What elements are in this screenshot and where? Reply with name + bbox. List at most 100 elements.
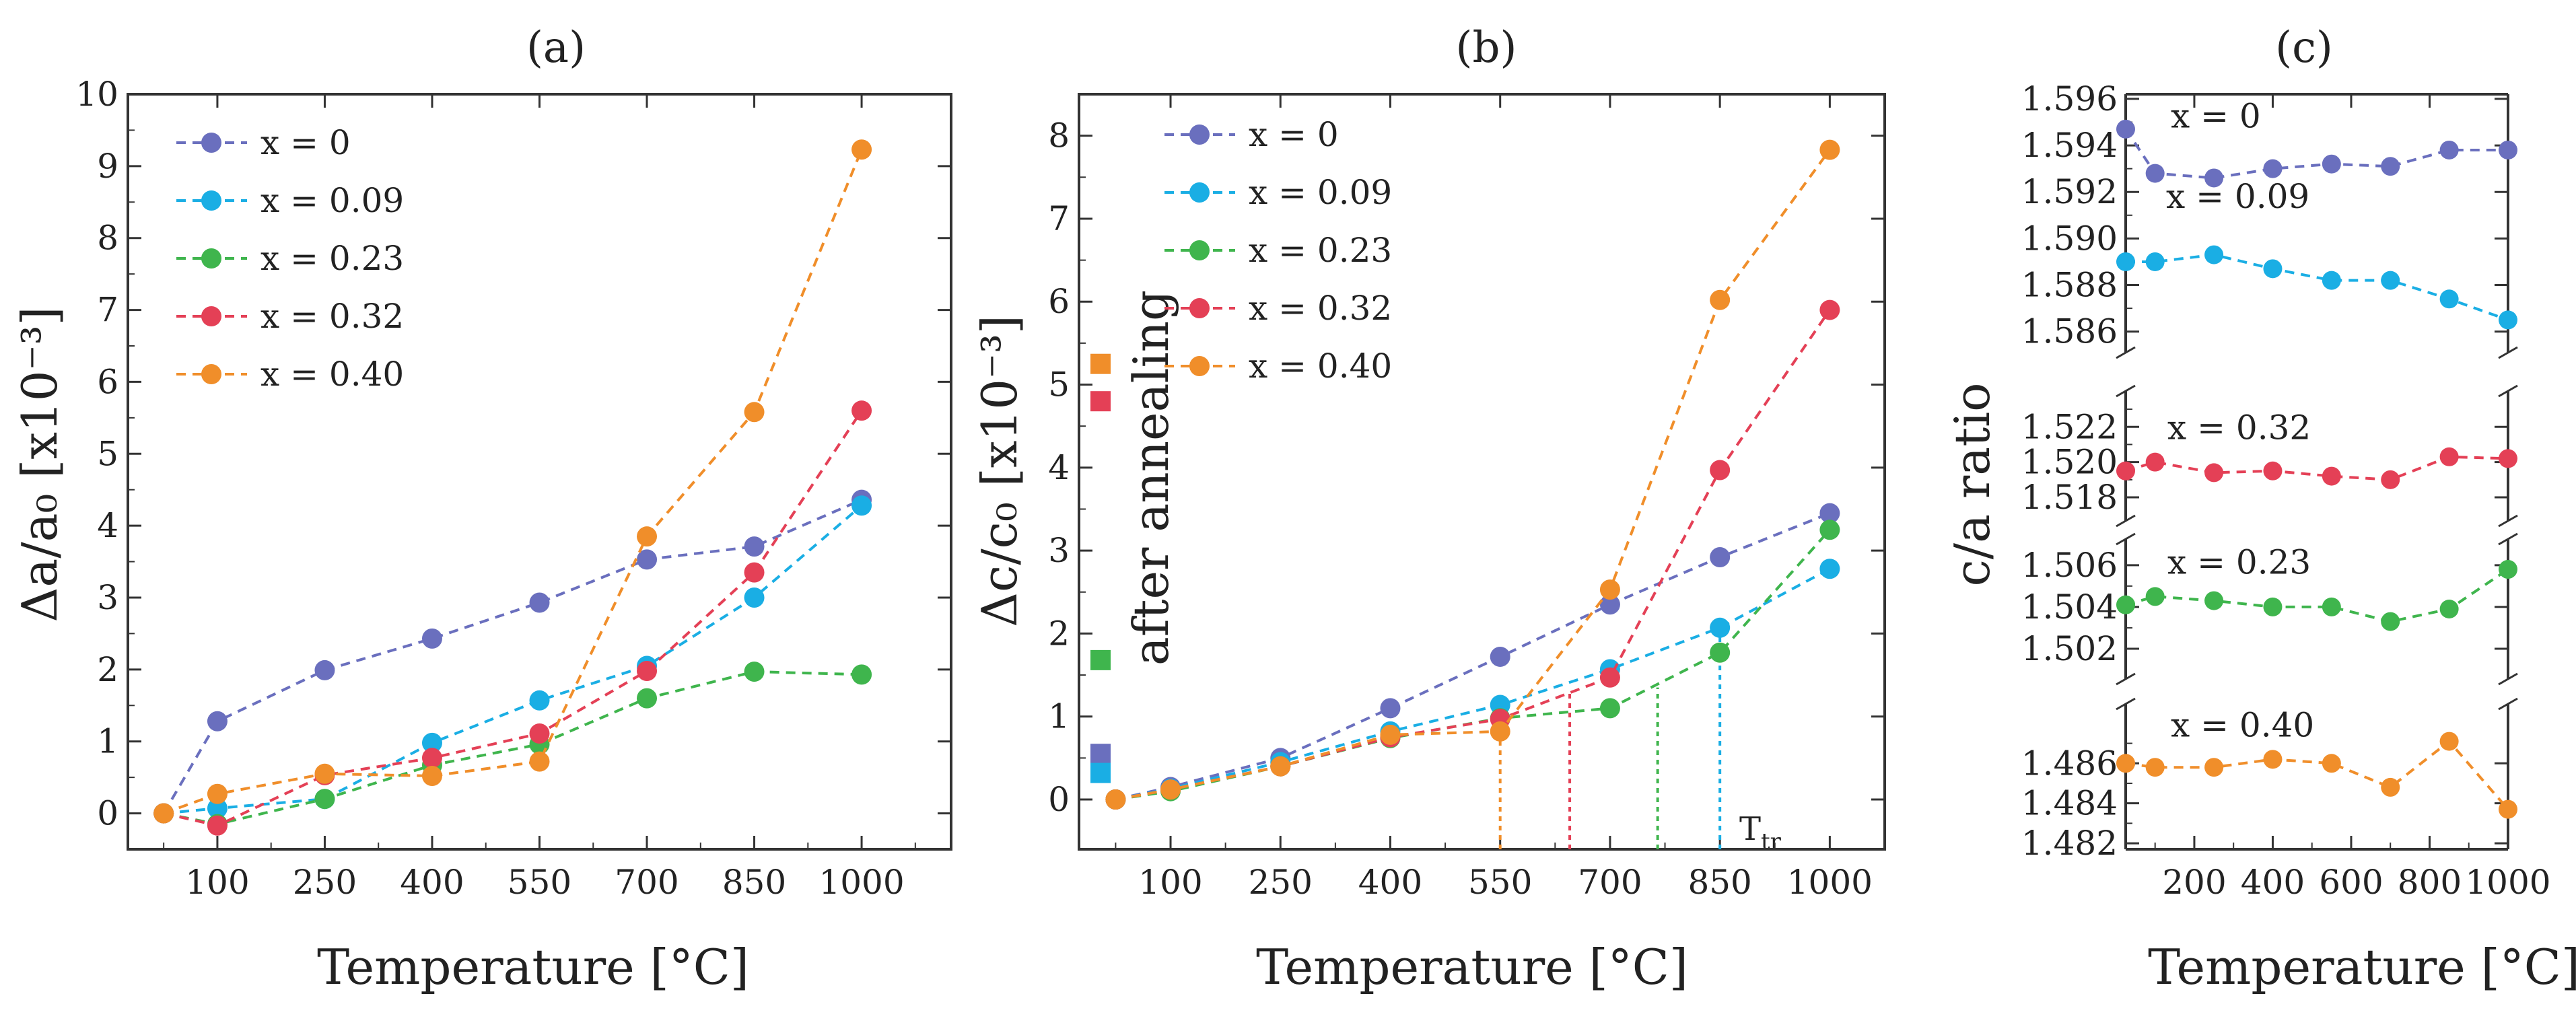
data-point	[529, 592, 550, 613]
data-point	[1160, 779, 1181, 800]
data-point	[2204, 245, 2224, 264]
series-line-x023	[1115, 528, 1831, 801]
panel-c: 1.586 1.588 1.590 1.592 1.594 1.596 x = 0 x = 0…	[2021, 79, 2551, 902]
panel-c-title: (c)	[2275, 23, 2333, 73]
y-tick-label: 2	[97, 650, 118, 689]
data-point	[637, 526, 658, 547]
data-point	[2322, 754, 2341, 773]
y-tick-label: 6	[1048, 282, 1070, 321]
data-point	[1819, 559, 1840, 579]
panel-b-xlabel: Temperature [°C]	[1256, 939, 1688, 995]
band-label: x = 0.32	[2167, 408, 2311, 448]
y-tick-label: 1.520	[2021, 443, 2118, 482]
data-point	[2145, 164, 2165, 183]
annealing-marker	[1090, 353, 1111, 374]
legend-label: x = 0.32	[1249, 289, 1392, 328]
y-tick-label: 5	[97, 434, 118, 473]
data-point	[2499, 560, 2517, 579]
data-point	[314, 789, 335, 810]
axis-break-mark	[2116, 672, 2136, 686]
x-tick-label: 850	[1687, 863, 1751, 902]
data-point	[2499, 799, 2517, 819]
data-point	[1819, 139, 1840, 160]
data-point	[744, 536, 765, 557]
axis-break-mark	[2498, 346, 2518, 359]
data-point	[529, 690, 550, 711]
data-point	[1105, 789, 1126, 810]
y-tick-label: 8	[1048, 116, 1070, 155]
data-point	[744, 562, 765, 583]
x-tick-label: 250	[293, 863, 357, 902]
data-point	[2439, 447, 2459, 466]
data-point	[1710, 460, 1731, 480]
y-tick-label: 0	[1048, 780, 1070, 819]
legend: x = 0 x = 0.09 x = 0.23 x = 0.32 x = 0.40	[1164, 115, 1392, 386]
data-point	[2263, 159, 2283, 178]
y-tick-label: 1.594	[2021, 126, 2118, 165]
data-point	[207, 783, 228, 804]
data-point	[637, 660, 658, 681]
series-line-x0	[1115, 511, 1831, 801]
data-point	[2145, 452, 2165, 472]
x-tick-label: 400	[400, 863, 464, 902]
data-point	[421, 628, 442, 649]
data-point	[2322, 154, 2341, 174]
x-tick-label: 1000	[1787, 863, 1873, 902]
data-point	[421, 748, 442, 769]
data-point	[2263, 259, 2283, 279]
data-point	[1819, 520, 1840, 540]
series-line-x032	[163, 410, 863, 827]
transition-label-sub: tr	[1761, 828, 1782, 855]
data-point	[2439, 732, 2459, 751]
y-tick-label: 1.592	[2021, 172, 2118, 211]
axis-break-gap	[2500, 353, 2516, 391]
data-point	[207, 711, 228, 732]
y-tick-label: 8	[97, 219, 118, 258]
legend-marker	[1189, 240, 1210, 260]
y-tick-label: 1.588	[2021, 266, 2118, 305]
axis-break-mark	[2498, 384, 2518, 398]
series-line-x009	[1115, 567, 1831, 801]
data-point	[2116, 119, 2135, 139]
data-point	[1710, 289, 1731, 310]
series-line-x023	[163, 670, 862, 826]
annealing-marker	[1090, 391, 1111, 412]
legend-label: x = 0.09	[1249, 173, 1392, 212]
legend-label: x = 0.40	[260, 355, 404, 394]
data-point	[2439, 289, 2459, 309]
data-point	[1710, 617, 1731, 638]
data-point	[1710, 642, 1731, 663]
y-tick-label: 1.482	[2021, 824, 2118, 863]
annealing-marker	[1090, 744, 1111, 764]
y-tick-label: 1.590	[2021, 219, 2118, 258]
axis-break-mark	[2116, 532, 2136, 546]
data-point	[851, 139, 872, 160]
axis-break-gap	[2118, 353, 2134, 391]
y-tick-label: 0	[97, 794, 118, 833]
panel-c-xlabel: Temperature [°C]	[2148, 939, 2576, 995]
y-tick-label: 7	[1048, 199, 1070, 238]
data-point	[2381, 470, 2400, 489]
data-point	[2381, 777, 2400, 797]
data-point	[1490, 721, 1510, 742]
y-tick-label: 1.586	[2021, 312, 2118, 351]
data-point	[637, 688, 658, 709]
transition-temperature-label: Ttr	[1739, 810, 1782, 855]
data-point	[851, 495, 872, 516]
data-point	[2116, 595, 2135, 614]
data-point	[207, 815, 228, 836]
data-point	[1819, 299, 1840, 320]
data-point	[1270, 756, 1291, 777]
data-point	[2116, 754, 2135, 773]
y-tick-label: 1.506	[2021, 546, 2118, 585]
panel-c-ylabel: c/a ratio	[1944, 382, 2000, 586]
data-point	[2204, 463, 2224, 483]
data-point	[2381, 612, 2400, 631]
data-point	[744, 402, 765, 423]
axis-break-mark	[2498, 697, 2518, 711]
data-point	[1819, 503, 1840, 524]
y-tick-label: 1.502	[2021, 629, 2118, 668]
series-line-x032	[2125, 455, 2509, 481]
